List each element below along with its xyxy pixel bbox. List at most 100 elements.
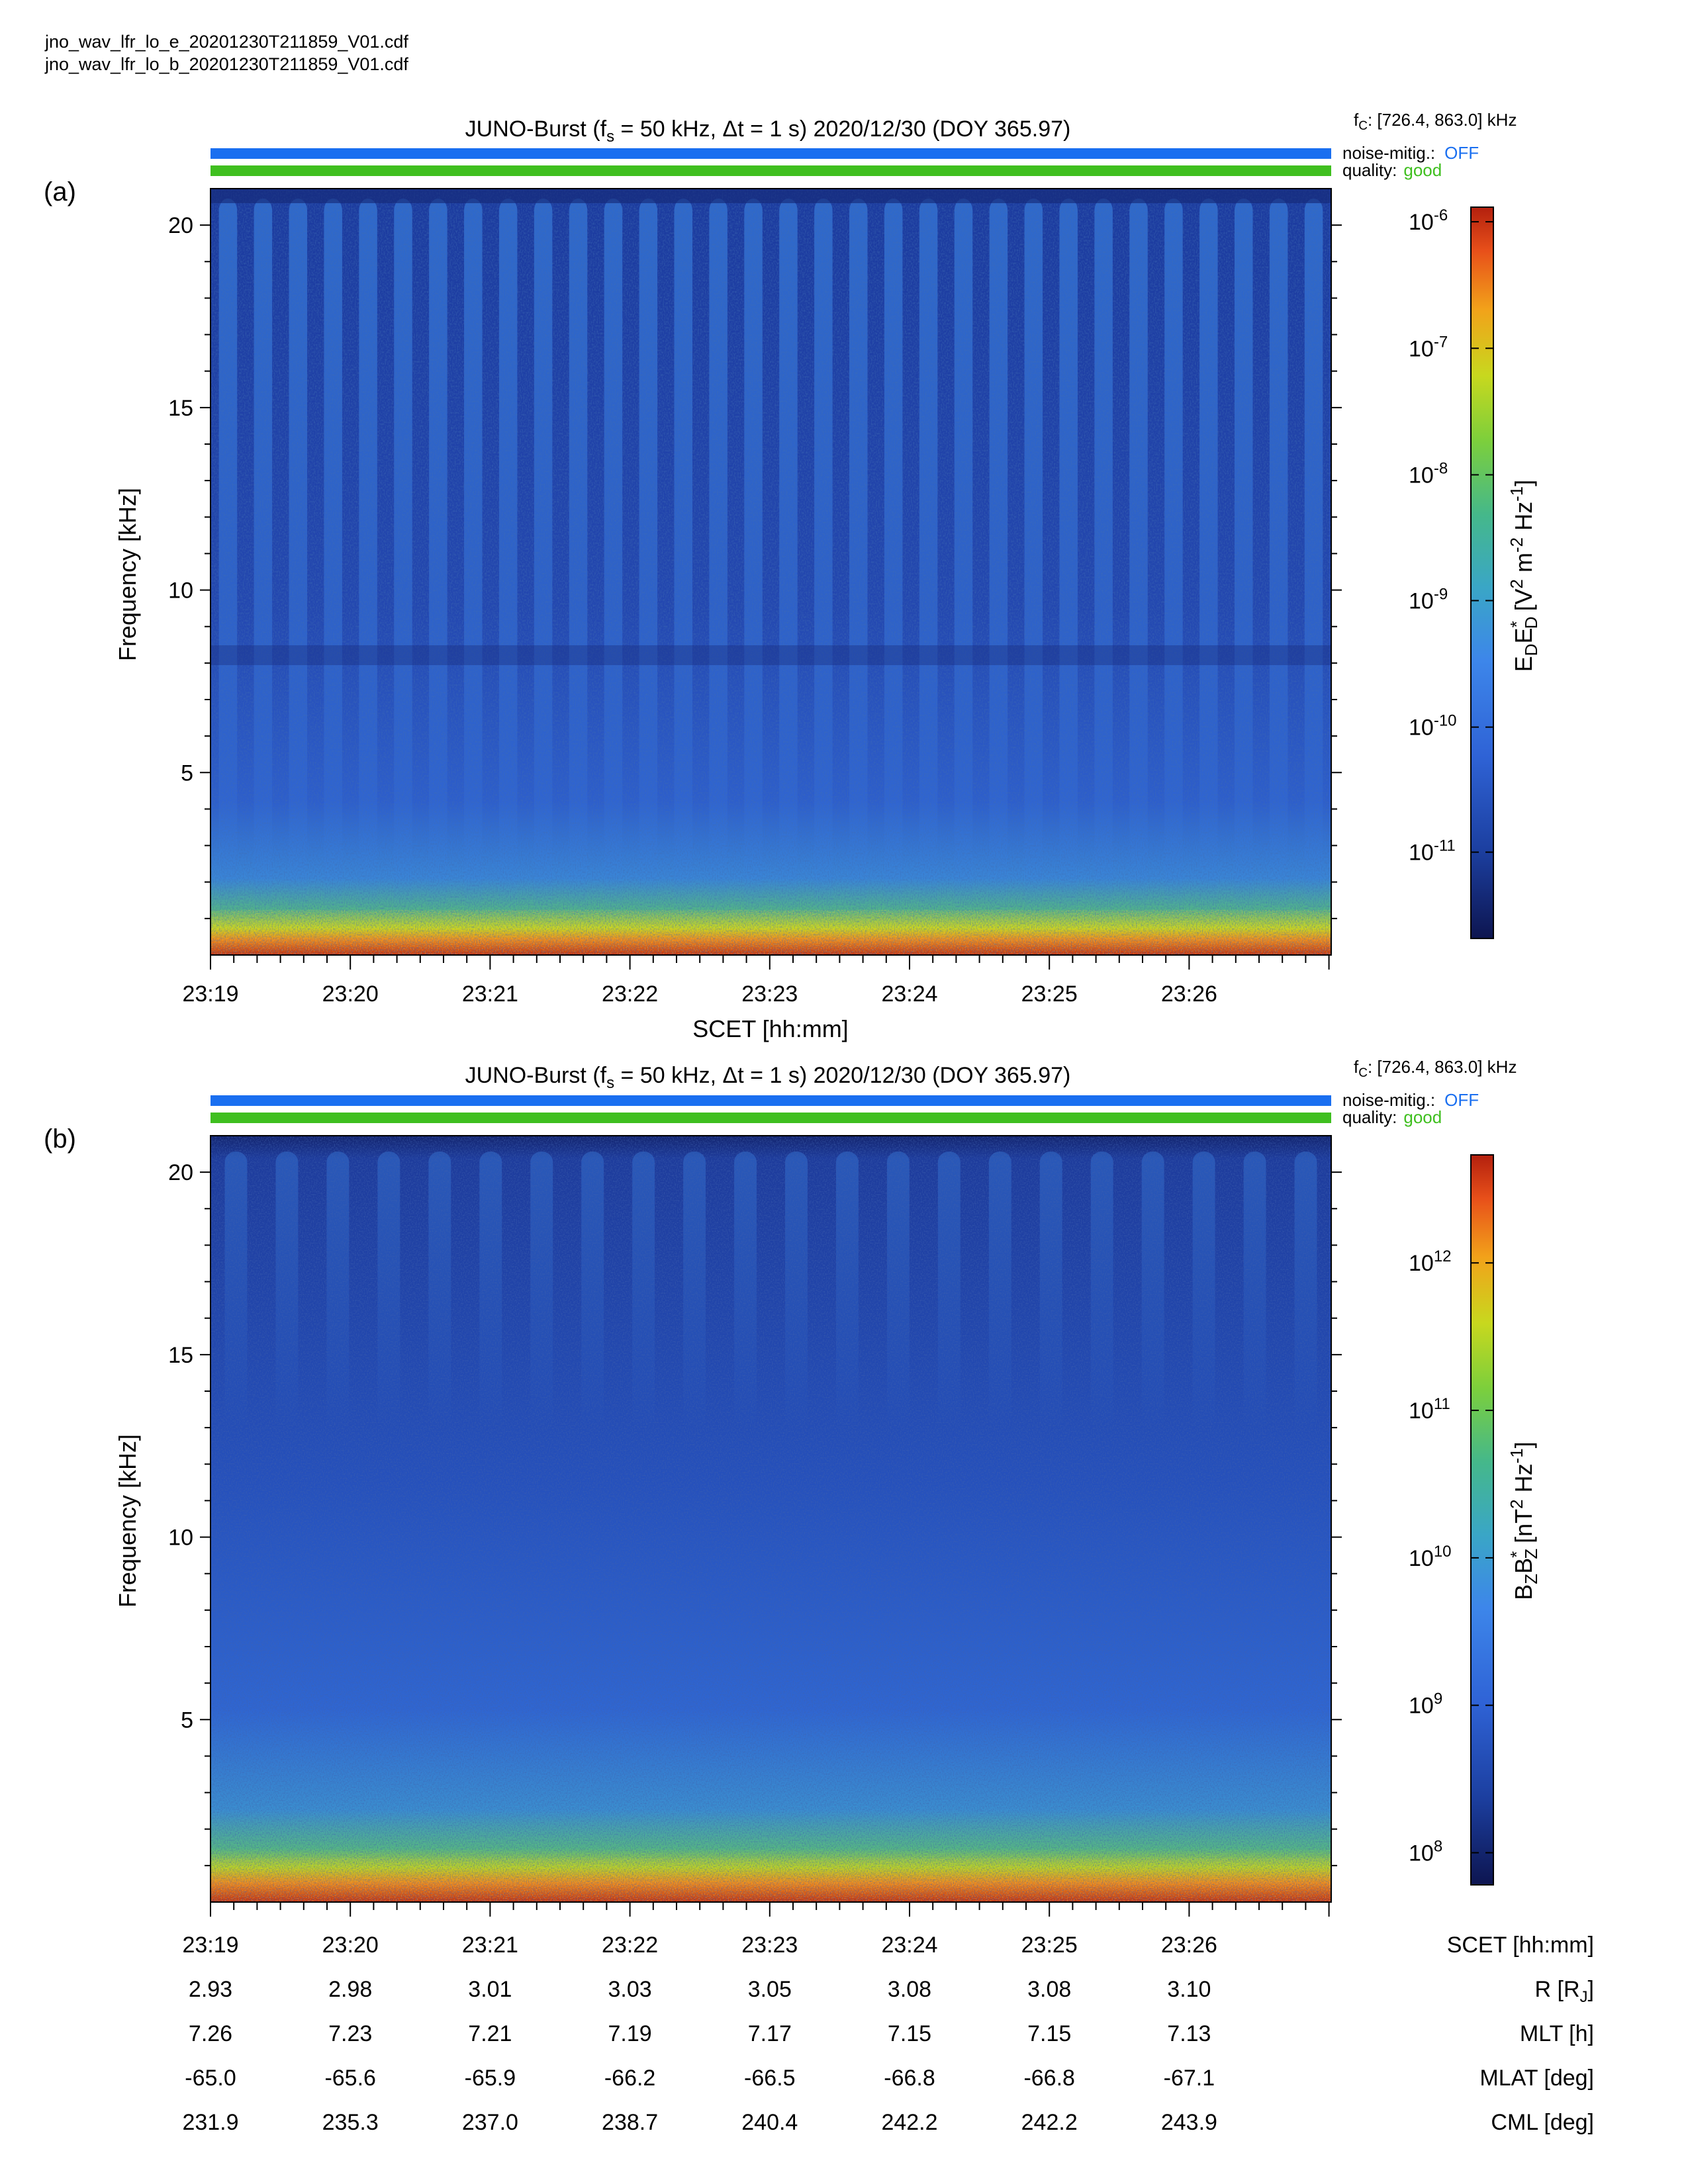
y-tick-label: 5 xyxy=(181,1707,193,1733)
ephemeris-value: 3.03 xyxy=(608,1977,652,2002)
spectrogram-a xyxy=(211,189,1331,955)
ephemeris-value: 3.08 xyxy=(1027,1977,1071,2002)
noise-mitigation-bar-b xyxy=(211,1095,1331,1106)
colorbar-tick-label: 10-7 xyxy=(1409,333,1448,361)
ephemeris-value: -66.8 xyxy=(1023,2066,1075,2091)
ephemeris-value: 7.17 xyxy=(748,2021,792,2046)
ephemeris-value: -66.2 xyxy=(604,2066,656,2091)
ephemeris-value: -66.5 xyxy=(744,2066,796,2091)
quality-label-a: quality: good xyxy=(1342,160,1442,180)
x-tick-label: 23:19 xyxy=(182,981,238,1007)
y-tick-label: 10 xyxy=(168,578,193,604)
colorbar-tick-label: 1010 xyxy=(1409,1543,1452,1571)
panel-b: JUNO-Burst (fs = 50 kHz, Δt = 1 s) 2020/… xyxy=(44,1057,1541,1917)
ephemeris-row-label: MLT [h] xyxy=(1520,2021,1594,2046)
y-tick-label: 20 xyxy=(168,1160,193,1185)
ephemeris-value: 23:24 xyxy=(881,1933,937,1958)
ephemeris-value: 242.2 xyxy=(881,2110,937,2135)
ephemeris-value: 3.01 xyxy=(468,1977,512,2002)
ephemeris-value: 3.05 xyxy=(748,1977,792,2002)
x-tick-label: 23:23 xyxy=(741,981,798,1007)
ephemeris-table: 23:19 23:20 23:21 23:22 23:23 23:24 23:25 23:26… xyxy=(182,1933,1594,2135)
panel-b-fc: fC: [726.4, 863.0] kHz xyxy=(1354,1057,1517,1080)
ephemeris-value: 23:19 xyxy=(182,1933,238,1958)
ephemeris-value: 7.26 xyxy=(189,2021,232,2046)
colorbar-tick-label: 10-10 xyxy=(1409,712,1457,741)
colorbar-tick-label: 10-9 xyxy=(1409,585,1448,614)
ephemeris-value: 238.7 xyxy=(602,2110,658,2135)
colorbar-label-a: EDE*D[V2 m-2 Hz-1] xyxy=(1507,480,1541,672)
ephemeris-row-label: R [RJ] xyxy=(1535,1977,1594,2006)
ephemeris-value: -65.6 xyxy=(324,2066,376,2091)
ephemeris-value: 7.23 xyxy=(328,2021,372,2046)
ephemeris-value: 235.3 xyxy=(322,2110,379,2135)
colorbar-tick-label: 10-8 xyxy=(1409,459,1448,488)
y-tick-label: 20 xyxy=(168,213,193,238)
colorbar-tick-label: 10-6 xyxy=(1409,206,1448,235)
panel-b-title: JUNO-Burst (fs = 50 kHz, Δt = 1 s) 2020/… xyxy=(465,1063,1071,1092)
y-tick-label: 10 xyxy=(168,1525,193,1551)
ephemeris-value: 2.98 xyxy=(328,1977,372,2002)
quality-bar-b xyxy=(211,1113,1331,1123)
x-tick-label: 23:20 xyxy=(322,981,379,1007)
ephemeris-value: 23:26 xyxy=(1161,1933,1217,1958)
colorbar-label-b: BZB*Z[nT2 Hz-1] xyxy=(1507,1441,1541,1600)
ephemeris-value: 7.15 xyxy=(888,2021,931,2046)
noise-mitig-label-a: noise-mitig.: OFF xyxy=(1342,143,1479,163)
ephemeris-value: 23:23 xyxy=(741,1933,798,1958)
colorbar-tick-label: 1012 xyxy=(1409,1248,1452,1276)
y-tick-label: 15 xyxy=(168,1343,193,1368)
ephemeris-value: 7.15 xyxy=(1027,2021,1071,2046)
y-tick-label: 15 xyxy=(168,396,193,421)
file-name-b: jno_wav_lfr_lo_b_20201230T211859_V01.cdf xyxy=(45,54,408,74)
x-tick-label: 23:25 xyxy=(1021,981,1078,1007)
ephemeris-value: 23:21 xyxy=(462,1933,518,1958)
y-axis-label-b: Frequency [kHz] xyxy=(114,1434,141,1608)
noise-mitig-label-b: noise-mitig.: OFF xyxy=(1342,1090,1479,1110)
ephemeris-value: 7.21 xyxy=(468,2021,512,2046)
panel-a-title: JUNO-Burst (fs = 50 kHz, Δt = 1 s) 2020/… xyxy=(465,116,1071,146)
ephemeris-value: 2.93 xyxy=(189,1977,232,2002)
ephemeris-value: -65.0 xyxy=(185,2066,236,2091)
ephemeris-value: 23:22 xyxy=(602,1933,658,1958)
x-tick-label: 23:26 xyxy=(1161,981,1217,1007)
panel-a-fc: fC: [726.4, 863.0] kHz xyxy=(1354,110,1517,133)
ephemeris-value: 23:25 xyxy=(1021,1933,1078,1958)
x-tick-label: 23:24 xyxy=(881,981,937,1007)
quality-bar-a xyxy=(211,165,1331,176)
colorbar-tick-label: 10-11 xyxy=(1409,837,1456,866)
panel-b-label: (b) xyxy=(44,1124,76,1154)
ephemeris-value: 242.2 xyxy=(1021,2110,1078,2135)
ephemeris-value: 7.13 xyxy=(1167,2021,1211,2046)
ephemeris-value: 243.9 xyxy=(1161,2110,1217,2135)
ephemeris-value: 3.08 xyxy=(888,1977,931,2002)
ephemeris-value: 237.0 xyxy=(462,2110,518,2135)
y-tick-label: 5 xyxy=(181,760,193,786)
ephemeris-value: 23:20 xyxy=(322,1933,379,1958)
ephemeris-value: 7.19 xyxy=(608,2021,652,2046)
x-tick-label: 23:21 xyxy=(462,981,518,1007)
ephemeris-row-label: MLAT [deg] xyxy=(1479,2066,1594,2091)
y-axis-label-a: Frequency [kHz] xyxy=(114,488,141,661)
x-tick-label: 23:22 xyxy=(602,981,658,1007)
ephemeris-value: -67.1 xyxy=(1164,2066,1215,2091)
colorbar-tick-label: 108 xyxy=(1409,1837,1442,1866)
ephemeris-row-label: SCET [hh:mm] xyxy=(1447,1933,1594,1958)
noise-mitigation-bar-a xyxy=(211,148,1331,159)
panel-a-label: (a) xyxy=(44,177,76,206)
colorbar-b xyxy=(1470,1154,1494,1886)
colorbar-a xyxy=(1470,206,1494,939)
ephemeris-value: -65.9 xyxy=(465,2066,516,2091)
ephemeris-value: -66.8 xyxy=(884,2066,935,2091)
file-name-e: jno_wav_lfr_lo_e_20201230T211859_V01.cdf xyxy=(45,32,408,52)
ephemeris-value: 231.9 xyxy=(182,2110,238,2135)
ephemeris-value: 3.10 xyxy=(1167,1977,1211,2002)
ephemeris-row-label: CML [deg] xyxy=(1491,2110,1594,2135)
panel-a: JUNO-Burst (fs = 50 kHz, Δt = 1 s) 2020/… xyxy=(44,110,1541,1042)
colorbar-tick-label: 1011 xyxy=(1409,1395,1450,1424)
x-axis-label-a: SCET [hh:mm] xyxy=(692,1015,848,1042)
colorbar-tick-label: 109 xyxy=(1409,1690,1442,1719)
ephemeris-value: 240.4 xyxy=(741,2110,798,2135)
quality-label-b: quality: good xyxy=(1342,1107,1442,1127)
